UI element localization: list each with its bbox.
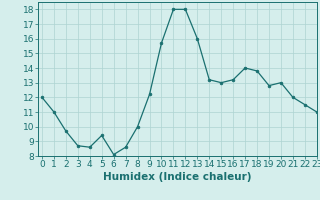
X-axis label: Humidex (Indice chaleur): Humidex (Indice chaleur)	[103, 172, 252, 182]
